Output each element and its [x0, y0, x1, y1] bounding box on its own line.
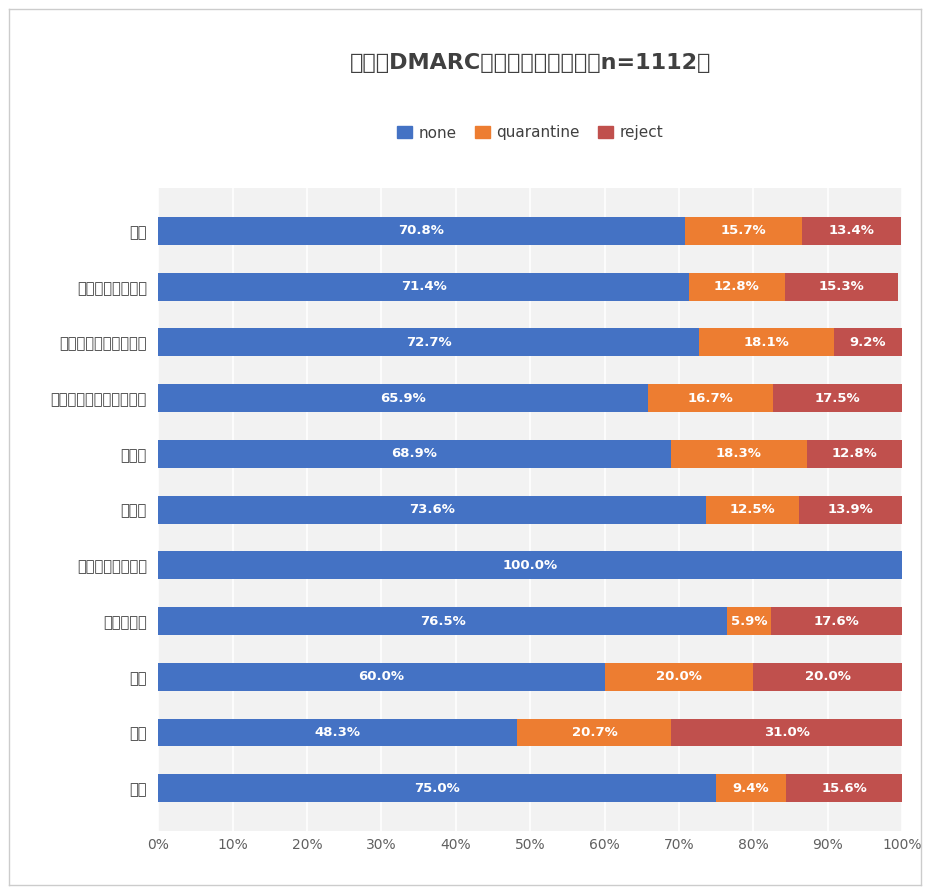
- Bar: [807, 440, 902, 468]
- Text: 9.2%: 9.2%: [850, 336, 886, 349]
- Bar: [699, 328, 833, 357]
- Text: 18.3%: 18.3%: [716, 447, 762, 460]
- Bar: [158, 662, 604, 691]
- Bar: [689, 273, 785, 300]
- Text: 5.9%: 5.9%: [731, 614, 767, 628]
- Bar: [158, 217, 684, 245]
- Bar: [158, 273, 689, 300]
- Bar: [799, 495, 902, 524]
- Bar: [604, 662, 753, 691]
- Text: 20.0%: 20.0%: [804, 670, 851, 683]
- Text: 17.5%: 17.5%: [815, 392, 860, 405]
- Text: 13.9%: 13.9%: [828, 503, 873, 516]
- Text: 13.4%: 13.4%: [829, 224, 874, 238]
- Bar: [716, 774, 786, 802]
- Text: 18.1%: 18.1%: [743, 336, 790, 349]
- Bar: [158, 719, 517, 746]
- Text: 16.7%: 16.7%: [687, 392, 734, 405]
- Bar: [158, 607, 727, 635]
- Bar: [158, 328, 699, 357]
- Text: 76.5%: 76.5%: [419, 614, 466, 628]
- Bar: [773, 384, 903, 412]
- Bar: [753, 662, 902, 691]
- Text: 100.0%: 100.0%: [502, 559, 558, 572]
- Text: 68.9%: 68.9%: [392, 447, 437, 460]
- Text: 20.7%: 20.7%: [572, 726, 618, 739]
- Bar: [802, 217, 901, 245]
- Bar: [771, 607, 902, 635]
- Bar: [706, 495, 799, 524]
- Bar: [158, 774, 716, 802]
- Text: 65.9%: 65.9%: [380, 392, 426, 405]
- Bar: [158, 440, 671, 468]
- Bar: [648, 384, 773, 412]
- Bar: [786, 774, 902, 802]
- Bar: [158, 384, 648, 412]
- Text: 12.8%: 12.8%: [714, 280, 760, 293]
- Text: 48.3%: 48.3%: [314, 726, 361, 739]
- Text: 業界別DMARCポリシー設定割合（n=1112）: 業界別DMARCポリシー設定割合（n=1112）: [350, 53, 711, 72]
- Bar: [833, 328, 902, 357]
- Text: 70.8%: 70.8%: [399, 224, 445, 238]
- Bar: [671, 440, 807, 468]
- Text: 12.8%: 12.8%: [831, 447, 877, 460]
- Bar: [671, 719, 902, 746]
- Text: 17.6%: 17.6%: [814, 614, 859, 628]
- Text: 71.4%: 71.4%: [401, 280, 446, 293]
- Text: 31.0%: 31.0%: [764, 726, 810, 739]
- Text: 15.7%: 15.7%: [721, 224, 766, 238]
- Bar: [158, 552, 902, 579]
- Bar: [684, 217, 802, 245]
- Text: 75.0%: 75.0%: [414, 781, 460, 795]
- Bar: [517, 719, 671, 746]
- Text: 9.4%: 9.4%: [733, 781, 769, 795]
- Legend: none, quarantine, reject: none, quarantine, reject: [391, 120, 670, 147]
- Text: 12.5%: 12.5%: [729, 503, 775, 516]
- Text: 72.7%: 72.7%: [405, 336, 451, 349]
- Text: 15.3%: 15.3%: [818, 280, 864, 293]
- Text: 15.6%: 15.6%: [821, 781, 867, 795]
- Text: 20.0%: 20.0%: [656, 670, 702, 683]
- Text: 73.6%: 73.6%: [409, 503, 455, 516]
- Bar: [727, 607, 771, 635]
- Bar: [785, 273, 898, 300]
- Bar: [158, 495, 706, 524]
- Text: 60.0%: 60.0%: [358, 670, 405, 683]
